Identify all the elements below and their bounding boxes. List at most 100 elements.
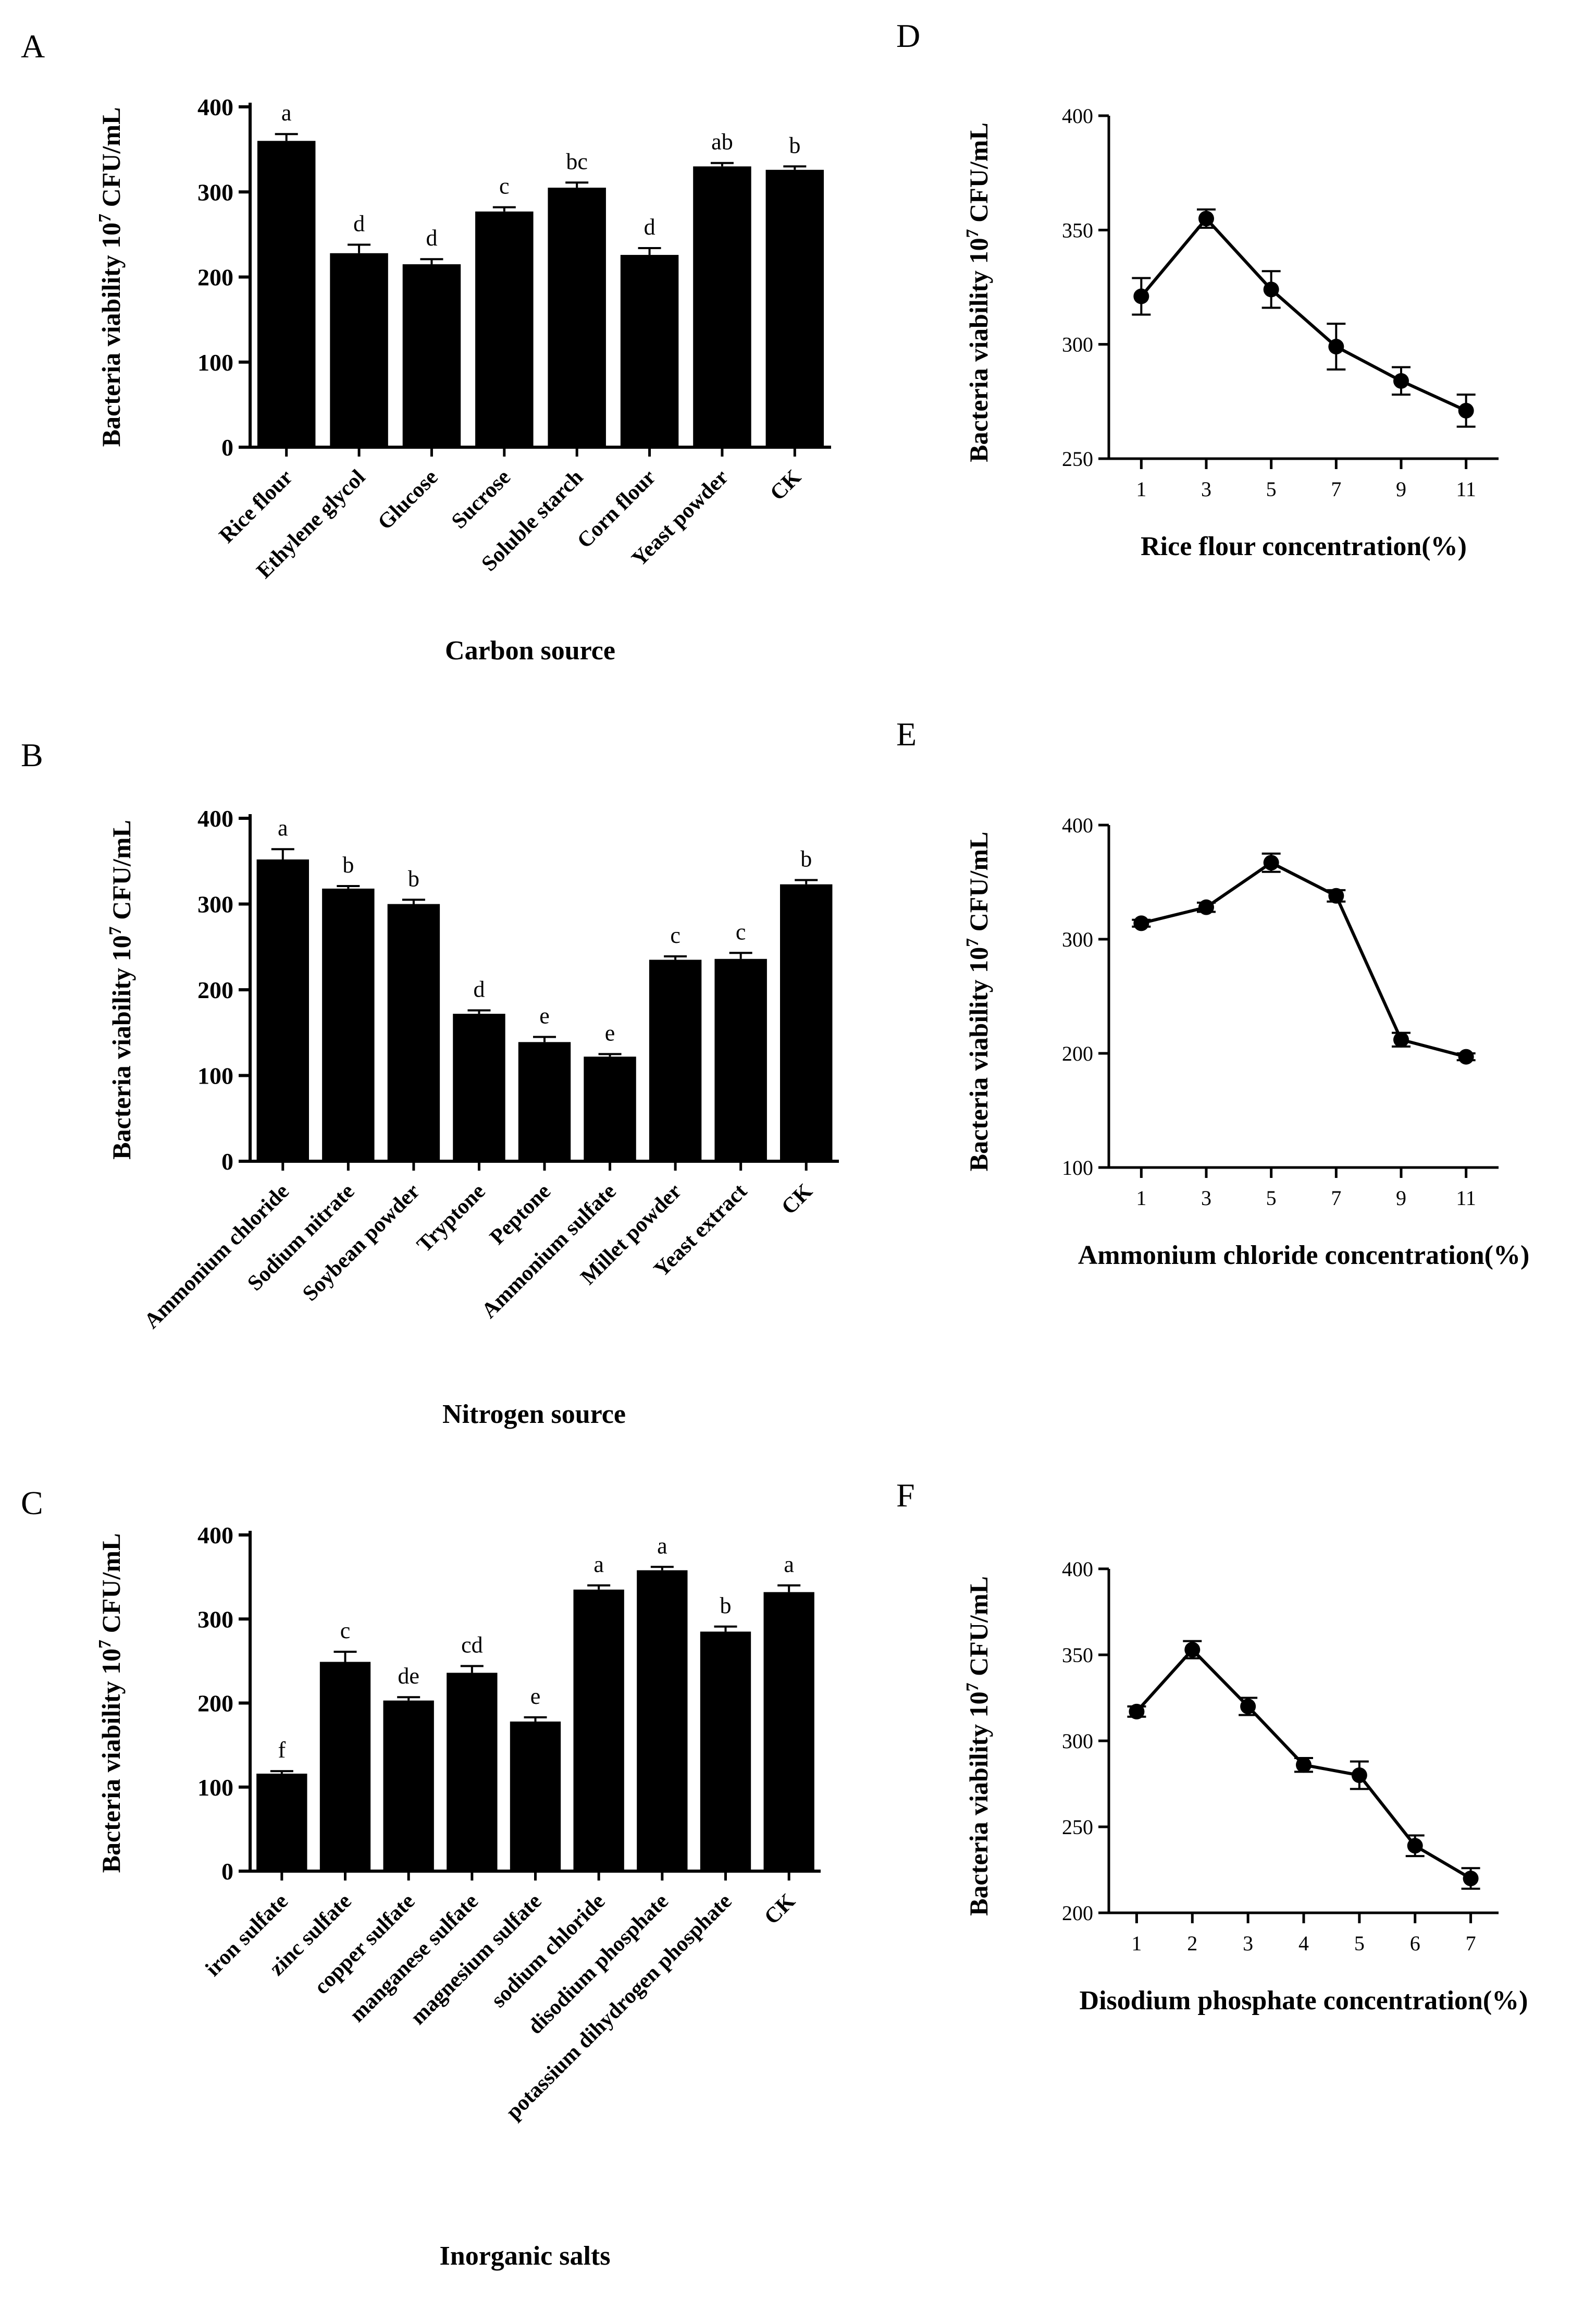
significance-label: a: [281, 100, 292, 126]
x-axis-title: Inorganic salts: [440, 2241, 611, 2271]
significance-label: d: [426, 225, 437, 251]
bar: [765, 169, 824, 447]
x-axis-title: Carbon source: [445, 636, 615, 666]
x-tick-label: 5: [1266, 1186, 1277, 1210]
panel-label: C: [21, 1484, 43, 1521]
bar: [402, 264, 461, 447]
data-point: [1296, 1757, 1312, 1773]
significance-label: bc: [566, 149, 588, 174]
x-tick-label: 11: [1456, 477, 1476, 501]
data-point: [1328, 339, 1344, 355]
y-axis-title: Bacteria viability 107 CFU/mL: [95, 107, 126, 447]
significance-label: e: [530, 1683, 541, 1709]
bar: [322, 888, 375, 1161]
bar: [475, 211, 534, 447]
significance-label: c: [499, 174, 510, 199]
panel-label: F: [896, 1477, 915, 1514]
significance-label: de: [398, 1663, 419, 1689]
y-tick-label: 0: [221, 1148, 233, 1175]
x-tick-label: 5: [1266, 477, 1277, 501]
y-axis-title: Bacteria viability 107 CFU/mL: [106, 820, 136, 1160]
y-tick-label: 400: [1062, 814, 1093, 837]
series-line: [1141, 861, 1467, 1059]
y-tick-label: 200: [1062, 1042, 1093, 1065]
y-tick-label: 200: [197, 1690, 233, 1717]
y-tick-label: 300: [1062, 1729, 1093, 1753]
bar: [387, 904, 440, 1161]
y-tick-label: 200: [197, 264, 233, 291]
y-tick-label: 100: [197, 349, 233, 376]
data-point: [1458, 402, 1474, 419]
y-tick-label: 350: [1062, 218, 1093, 242]
bar: [256, 1773, 307, 1871]
data-point: [1458, 1049, 1474, 1065]
bar: [649, 960, 702, 1161]
y-tick-label: 400: [197, 805, 233, 832]
panel-label: D: [896, 17, 920, 54]
panel-label: A: [21, 28, 45, 65]
bar: [330, 253, 388, 447]
bar: [700, 1631, 751, 1871]
y-axis-title: Bacteria viability 107 CFU/mL: [963, 832, 993, 1172]
bar: [319, 1662, 371, 1871]
bar: [620, 255, 679, 447]
y-tick-label: 250: [1062, 1815, 1093, 1839]
y-tick-label: 100: [197, 1063, 233, 1089]
significance-label: d: [644, 214, 655, 240]
significance-label: c: [670, 923, 681, 948]
x-tick-label: 4: [1298, 1932, 1309, 1955]
x-tick-label: 7: [1466, 1932, 1476, 1955]
data-point: [1240, 1699, 1256, 1714]
x-tick-label: 7: [1331, 1186, 1341, 1210]
category-label: Glucose: [373, 465, 442, 535]
y-tick-label: 300: [1062, 333, 1093, 357]
bar: [510, 1721, 561, 1871]
significance-label: b: [408, 866, 419, 891]
data-point: [1351, 1767, 1367, 1783]
data-point: [1133, 915, 1149, 931]
y-tick-label: 200: [197, 977, 233, 1003]
category-label: sodium chloride: [487, 1889, 610, 2012]
x-tick-label: 3: [1201, 1186, 1211, 1210]
category-label: CK: [765, 465, 806, 505]
significance-label: a: [657, 1533, 667, 1558]
bar: [383, 1700, 434, 1871]
significance-label: d: [353, 211, 365, 236]
data-point: [1133, 288, 1149, 304]
y-tick-label: 300: [197, 179, 233, 205]
panel-d-line-chart: D 250 300 350 400 1 3 5 7 9 11 Rice flour concentra…: [896, 17, 1499, 561]
x-axis-title: Rice flour concentration(%): [1141, 532, 1467, 561]
data-point: [1198, 899, 1214, 915]
significance-label: c: [736, 919, 746, 944]
x-tick-label: 9: [1396, 1186, 1406, 1210]
x-tick-label: 1: [1136, 1186, 1146, 1210]
x-tick-label: 9: [1396, 477, 1406, 501]
x-tick-label: 5: [1354, 1932, 1365, 1955]
panel-label: E: [896, 716, 917, 753]
y-tick-label: 400: [197, 94, 233, 120]
data-point: [1198, 211, 1214, 227]
bar: [763, 1592, 814, 1871]
category-label: CK: [777, 1179, 817, 1219]
x-tick-label: 2: [1187, 1932, 1197, 1955]
y-tick-label: 0: [221, 1858, 233, 1885]
significance-label: f: [278, 1737, 286, 1763]
bar: [453, 1014, 505, 1161]
data-point: [1184, 1642, 1201, 1658]
x-tick-label: 3: [1201, 477, 1211, 501]
significance-label: ab: [711, 129, 733, 155]
y-tick-label: 100: [197, 1774, 233, 1801]
bar: [257, 141, 316, 447]
significance-label: d: [473, 976, 485, 1002]
significance-label: b: [342, 852, 354, 878]
bar: [714, 958, 767, 1161]
bar: [780, 884, 833, 1161]
bar: [637, 1570, 688, 1871]
x-axis-title: Ammonium chloride concentration(%): [1078, 1240, 1530, 1270]
data-point: [1328, 888, 1344, 904]
significance-label: e: [539, 1003, 550, 1028]
significance-label: a: [784, 1552, 794, 1577]
